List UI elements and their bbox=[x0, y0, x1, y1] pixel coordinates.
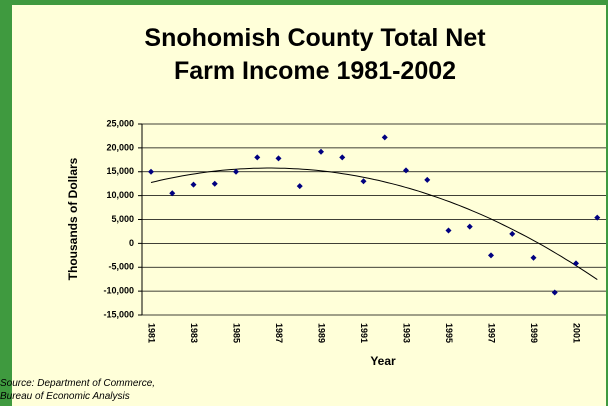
y-axis-label: Thousands of Dollars bbox=[66, 157, 80, 280]
x-tick-label: 1983 bbox=[189, 323, 199, 343]
y-tick-label: 15,000 bbox=[106, 166, 134, 176]
data-point bbox=[169, 190, 176, 197]
data-point bbox=[594, 214, 601, 221]
data-point bbox=[318, 148, 324, 155]
data-point bbox=[509, 230, 516, 237]
data-point bbox=[190, 181, 197, 188]
x-tick-label: 1985 bbox=[232, 323, 242, 343]
y-tick-label: 0 bbox=[129, 238, 134, 248]
x-tick-label: 1991 bbox=[359, 323, 369, 343]
x-tick-label: 1993 bbox=[402, 323, 412, 343]
x-tick-label: 2001 bbox=[572, 323, 582, 343]
y-tick-label: 25,000 bbox=[106, 118, 134, 128]
data-point bbox=[148, 168, 154, 175]
data-point bbox=[275, 155, 282, 162]
y-tick-label: -5,000 bbox=[108, 262, 134, 272]
x-axis-label: Year bbox=[370, 354, 396, 368]
y-tick-label: -15,000 bbox=[103, 309, 134, 319]
x-tick-label: 1999 bbox=[529, 323, 539, 343]
data-point bbox=[573, 260, 579, 267]
y-tick-label: 20,000 bbox=[106, 142, 134, 152]
data-point bbox=[339, 154, 346, 161]
x-tick-label: 1995 bbox=[444, 323, 454, 343]
data-point bbox=[360, 178, 367, 185]
data-point bbox=[488, 252, 494, 259]
x-tick-label: 1989 bbox=[317, 323, 327, 343]
data-point bbox=[233, 168, 239, 175]
data-point bbox=[466, 223, 473, 230]
y-tick-label: 5,000 bbox=[111, 214, 134, 224]
x-tick-label: 1987 bbox=[274, 323, 284, 343]
data-point bbox=[530, 254, 537, 261]
data-point bbox=[445, 227, 452, 234]
x-tick-label: 1997 bbox=[487, 323, 497, 343]
data-point bbox=[254, 154, 261, 161]
trendline bbox=[150, 167, 598, 281]
chart-panel bbox=[12, 5, 606, 406]
data-point bbox=[381, 134, 388, 141]
x-tick-label: 1981 bbox=[147, 323, 157, 343]
source-note: Source: Department of Commerce, Bureau o… bbox=[0, 378, 156, 402]
data-point bbox=[403, 167, 409, 174]
chart-title: Snohomish County Total Net Farm Income 1… bbox=[144, 24, 486, 85]
y-tick-label: -10,000 bbox=[103, 286, 134, 296]
data-point bbox=[424, 176, 431, 183]
y-tick-label: 10,000 bbox=[106, 190, 134, 200]
data-point bbox=[551, 289, 558, 296]
data-point bbox=[296, 183, 303, 190]
data-point bbox=[211, 180, 218, 187]
